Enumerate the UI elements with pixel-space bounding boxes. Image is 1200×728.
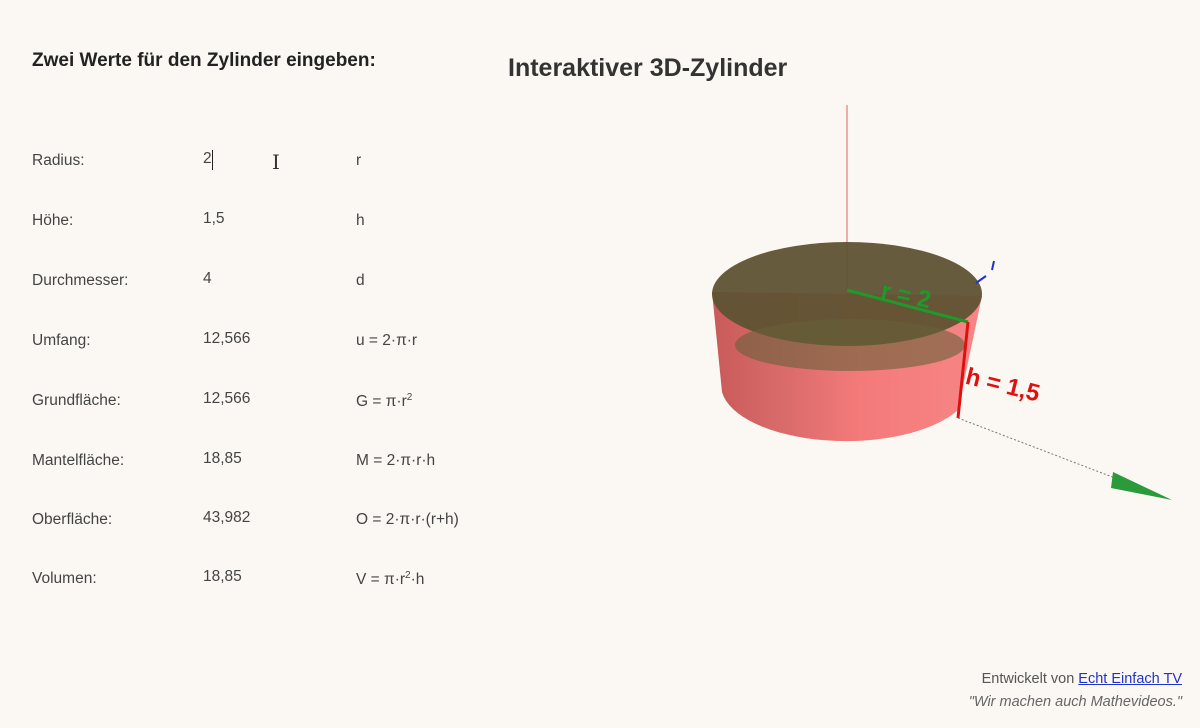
y-axis [957,417,1116,479]
height-label: Höhe: [32,212,74,229]
radius-label: Radius: [32,152,85,169]
cylinder-top [712,242,982,346]
base-area-formula: G = π·r2 [356,392,413,411]
footer: Entwickelt von Echt Einfach TV "Wir mach… [969,668,1182,714]
echt-einfach-tv-link[interactable]: Echt Einfach TV [1078,671,1182,687]
x-axis-tip [991,260,995,271]
base-area-input[interactable] [203,390,323,408]
y-axis-arrow-icon [1111,472,1172,500]
surface-area-formula: O = 2·π·r·(r+h) [356,511,459,528]
radius-text: r = 2 [879,277,934,314]
circumference-input[interactable] [203,330,323,348]
diameter-input[interactable] [203,270,323,288]
height-formula: h [356,212,365,229]
lateral-area-input[interactable] [203,450,323,468]
lateral-area-formula: M = 2·π·r·h [356,452,436,469]
circumference-label: Umfang: [32,332,91,349]
surface-area-input[interactable] [203,509,323,527]
diameter-label: Durchmesser: [32,272,129,289]
height-line [956,321,970,419]
radius-input[interactable] [203,150,323,168]
text-caret [212,150,213,170]
page-title: Interaktiver 3D-Zylinder [508,54,788,82]
height-input[interactable] [203,210,323,228]
circumference-formula: u = 2·π·r [356,332,418,349]
cylinder-side [712,292,982,442]
radius-line [846,288,969,324]
lateral-area-label: Mantelfläche: [32,452,125,469]
height-text: h = 1,5 [963,363,1043,407]
footer-quote: "Wir machen auch Mathevideos." [968,694,1182,710]
ibeam-cursor-icon: I [272,150,280,174]
input-heading: Zwei Werte für den Zylinder eingeben: [32,50,376,71]
diameter-formula: d [356,272,365,289]
x-axis [975,275,987,284]
volume-label: Volumen: [32,570,97,587]
base-area-label: Grundfläche: [32,392,121,409]
radius-formula: r [356,152,362,169]
cylinder-inner-bottom [735,319,965,371]
surface-area-label: Oberfläche: [32,511,113,528]
developed-by-text: Entwickelt von [981,671,1075,687]
volume-formula: V = π·r2·h [356,570,425,589]
volume-input[interactable] [203,568,323,586]
